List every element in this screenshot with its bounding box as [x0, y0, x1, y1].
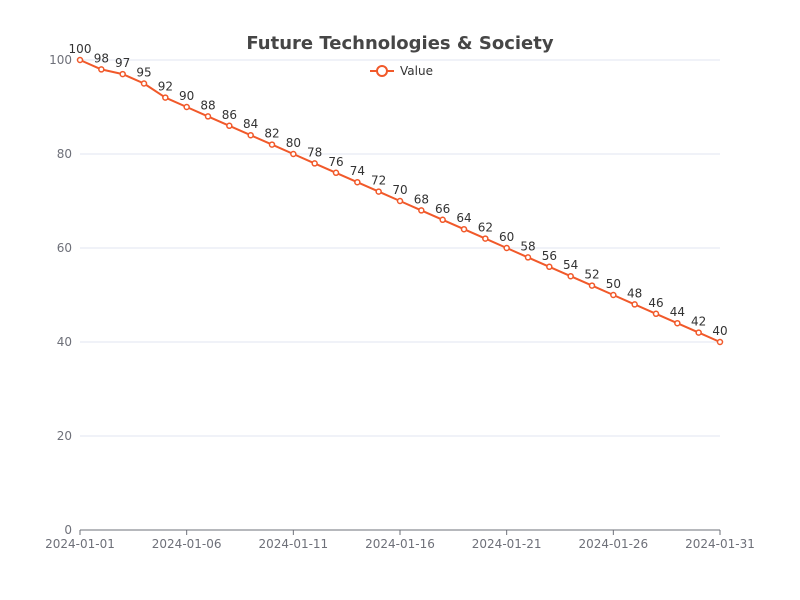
x-axis: 2024-01-01 2024-01-06 2024-01-11 2024-01-16… — [45, 529, 755, 551]
data-label: 100 — [69, 42, 92, 56]
y-tick-label: 60 — [57, 241, 72, 255]
data-label: 84 — [243, 117, 258, 131]
legend-marker-icon — [376, 65, 388, 77]
x-tick-label: 2024-01-16 — [365, 537, 435, 551]
data-label: 40 — [712, 324, 727, 338]
data-label: 86 — [222, 108, 237, 122]
y-tick-label: 100 — [49, 53, 72, 67]
data-point[interactable] — [674, 319, 681, 327]
data-label: 68 — [414, 192, 429, 206]
data-point[interactable] — [183, 103, 190, 111]
data-point[interactable] — [567, 272, 574, 280]
data-point[interactable] — [354, 178, 361, 186]
data-label: 56 — [542, 249, 557, 263]
data-label: 82 — [264, 127, 279, 141]
data-label: 62 — [478, 221, 493, 235]
data-label: 58 — [520, 239, 535, 253]
y-axis: 0 20 40 60 80 100 — [49, 53, 72, 537]
data-point[interactable] — [396, 197, 404, 205]
data-point[interactable] — [610, 291, 617, 299]
x-tick-label: 2024-01-21 — [472, 537, 542, 551]
data-label: 44 — [670, 305, 685, 319]
series-layer — [76, 56, 724, 346]
data-label: 98 — [94, 51, 109, 65]
data-label: 88 — [200, 98, 215, 112]
y-tick-label: 0 — [64, 523, 72, 537]
y-tick-label: 40 — [57, 335, 72, 349]
data-label: 66 — [435, 202, 450, 216]
data-point[interactable] — [439, 216, 446, 224]
x-tick-label: 2024-01-01 — [45, 537, 115, 551]
data-point[interactable] — [98, 66, 105, 73]
data-label: 72 — [371, 174, 386, 188]
data-point[interactable] — [418, 207, 425, 214]
x-tick-label: 2024-01-06 — [152, 537, 222, 551]
data-point[interactable] — [311, 160, 318, 167]
data-point[interactable] — [460, 225, 468, 233]
y-tick-label: 20 — [57, 429, 72, 443]
data-label: 46 — [648, 296, 663, 310]
grid-lines — [80, 59, 720, 437]
data-label: 52 — [584, 268, 599, 282]
data-point[interactable] — [482, 235, 489, 242]
data-point[interactable] — [76, 56, 84, 64]
x-tick-label: 2024-01-11 — [258, 537, 328, 551]
data-point[interactable] — [652, 310, 660, 318]
data-point[interactable] — [247, 131, 254, 139]
data-label: 76 — [328, 155, 343, 169]
data-point[interactable] — [332, 169, 340, 177]
data-point[interactable] — [140, 80, 148, 87]
data-point[interactable] — [716, 338, 724, 346]
legend-label: Value — [400, 64, 433, 78]
data-label: 50 — [606, 277, 621, 291]
data-point[interactable] — [375, 188, 382, 195]
data-label: 78 — [307, 145, 322, 159]
legend[interactable]: Value — [370, 64, 433, 78]
data-point[interactable] — [695, 329, 702, 336]
x-tick-label: 2024-01-26 — [578, 537, 648, 551]
data-label: 54 — [563, 258, 578, 272]
data-point[interactable] — [524, 254, 532, 261]
data-point[interactable] — [290, 150, 297, 158]
data-point[interactable] — [631, 301, 638, 308]
data-label: 97 — [115, 56, 130, 70]
data-label: 48 — [627, 286, 642, 300]
data-label: 60 — [499, 230, 514, 244]
data-label: 95 — [136, 66, 151, 80]
data-point[interactable] — [588, 282, 596, 289]
data-label: 42 — [691, 315, 706, 329]
data-point[interactable] — [119, 70, 126, 78]
data-point[interactable] — [204, 113, 212, 120]
x-tick-label: 2024-01-31 — [685, 537, 755, 551]
data-label: 64 — [456, 211, 471, 225]
data-label: 90 — [179, 89, 194, 103]
data-point[interactable] — [503, 244, 510, 252]
data-point[interactable] — [268, 141, 276, 148]
data-point[interactable] — [226, 122, 233, 130]
data-point[interactable] — [162, 94, 169, 101]
data-label: 92 — [158, 80, 173, 94]
y-tick-label: 80 — [57, 147, 72, 161]
data-label: 70 — [392, 183, 407, 197]
data-label: 80 — [286, 136, 301, 150]
data-point[interactable] — [546, 263, 553, 271]
data-label: 74 — [350, 164, 365, 178]
chart-title: Future Technologies & Society — [246, 33, 553, 54]
